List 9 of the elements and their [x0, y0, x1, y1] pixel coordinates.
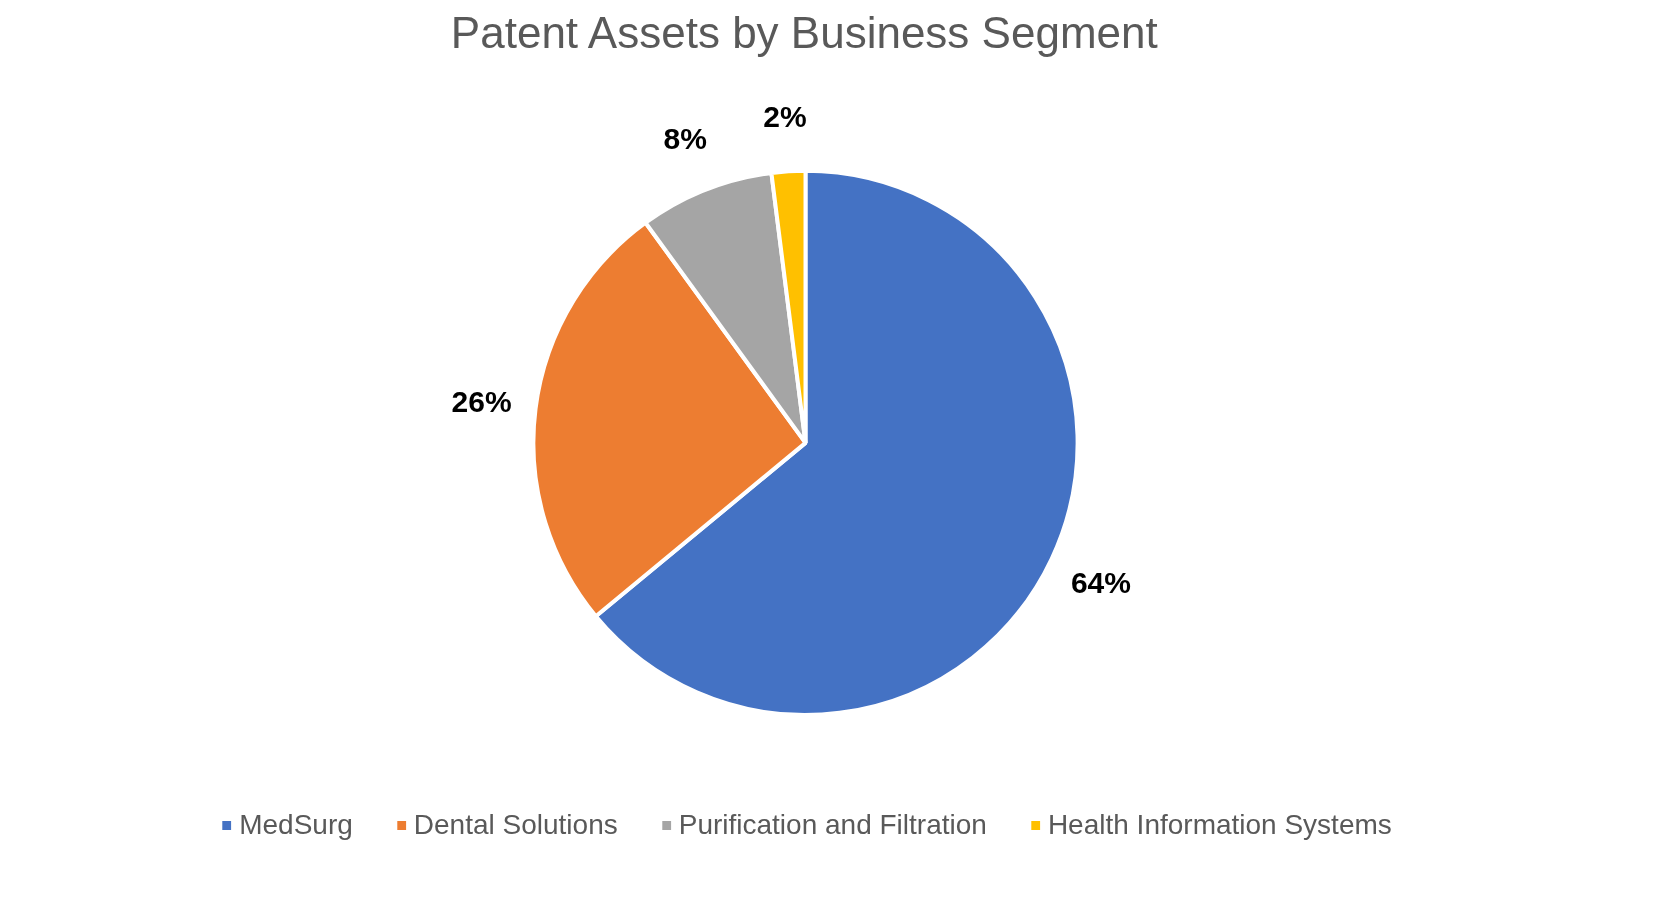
- data-label: 2%: [763, 100, 807, 134]
- data-label: 64%: [1070, 565, 1131, 599]
- legend-label: Dental Solutions: [413, 809, 618, 841]
- legend-label: MedSurg: [239, 809, 353, 841]
- legend-label: Health Information Systems: [1047, 809, 1392, 841]
- data-label: 8%: [663, 122, 707, 156]
- data-label: 26%: [451, 385, 512, 419]
- legend-label: Purification and Filtration: [678, 809, 987, 841]
- chart-title: Patent Assets by Business Segment: [450, 7, 1158, 57]
